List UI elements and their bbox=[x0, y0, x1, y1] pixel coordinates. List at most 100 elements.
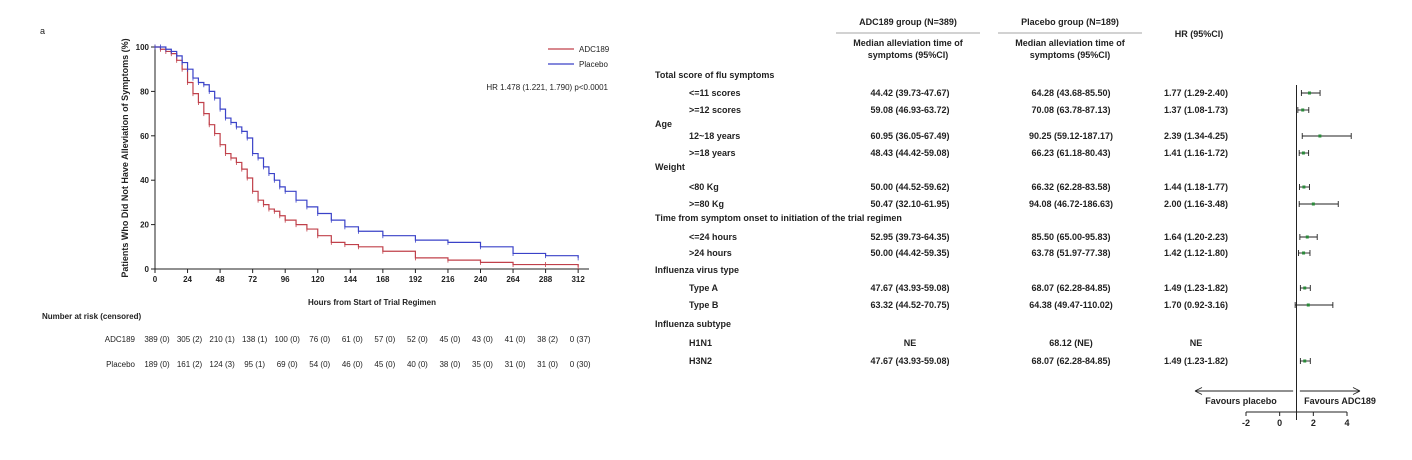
risk-cell: 38 (2) bbox=[537, 335, 558, 344]
hr-point bbox=[1307, 91, 1311, 95]
adc-median-cell: 52.95 (39.73-64.35) bbox=[870, 232, 949, 242]
risk-cell: 38 (0) bbox=[439, 360, 460, 369]
km-x-tick-label: 312 bbox=[571, 275, 585, 284]
km-x-tick-label: 24 bbox=[183, 275, 192, 284]
legend-label-placebo: Placebo bbox=[579, 60, 608, 69]
hr-point bbox=[1306, 303, 1310, 307]
risk-row-label: ADC189 bbox=[105, 335, 136, 344]
subgroup-label: >=18 years bbox=[689, 148, 736, 158]
risk-cell: 61 (0) bbox=[342, 335, 363, 344]
risk-cell: 389 (0) bbox=[144, 335, 170, 344]
header-adc-median: Median alleviation time of symptoms (95%C… bbox=[853, 38, 964, 60]
hr-point bbox=[1301, 108, 1305, 112]
subgroup-label: Type A bbox=[689, 283, 719, 293]
placebo-median-cell: 70.08 (63.78-87.13) bbox=[1031, 105, 1110, 115]
risk-cell: 138 (1) bbox=[242, 335, 268, 344]
forest-plot: ADC189 group (N=389) Median alleviation … bbox=[655, 17, 1376, 428]
hr-cell: 2.00 (1.16-3.48) bbox=[1164, 199, 1228, 209]
km-y-tick-label: 80 bbox=[140, 87, 149, 96]
forest-x-tick-label: 4 bbox=[1344, 418, 1349, 428]
risk-table-title: Number at risk (censored) bbox=[42, 312, 141, 321]
adc-median-cell: 50.00 (44.42-59.35) bbox=[870, 248, 949, 258]
risk-cell: 45 (0) bbox=[374, 360, 395, 369]
hr-point bbox=[1301, 151, 1305, 155]
placebo-median-cell: 68.07 (62.28-84.85) bbox=[1031, 356, 1110, 366]
adc-median-cell: 63.32 (44.52-70.75) bbox=[870, 300, 949, 310]
hr-point bbox=[1318, 134, 1322, 138]
km-x-tick-label: 288 bbox=[539, 275, 553, 284]
risk-cell: 0 (37) bbox=[570, 335, 591, 344]
subgroup-label: H1N1 bbox=[689, 338, 712, 348]
hr-point bbox=[1305, 235, 1309, 239]
km-y-tick-label: 40 bbox=[140, 176, 149, 185]
risk-cell: 43 (0) bbox=[472, 335, 493, 344]
risk-cell: 161 (2) bbox=[177, 360, 203, 369]
risk-cell: 100 (0) bbox=[275, 335, 301, 344]
category-label: Time from symptom onset to initiation of… bbox=[655, 213, 902, 223]
category-label: Age bbox=[655, 119, 672, 129]
km-x-tick-label: 120 bbox=[311, 275, 325, 284]
risk-cell: 210 (1) bbox=[209, 335, 235, 344]
adc-median-cell: 59.08 (46.93-63.72) bbox=[870, 105, 949, 115]
placebo-median-cell: 85.50 (65.00-95.83) bbox=[1031, 232, 1110, 242]
risk-cell: 31 (0) bbox=[537, 360, 558, 369]
placebo-median-cell: 64.38 (49.47-110.02) bbox=[1029, 300, 1113, 310]
km-chart: a Patients Who Did Not Have Alleviation … bbox=[40, 26, 610, 369]
risk-cell: 40 (0) bbox=[407, 360, 428, 369]
placebo-median-cell: 90.25 (59.12-187.17) bbox=[1029, 131, 1113, 141]
subgroup-label: >=80 Kg bbox=[689, 199, 724, 209]
km-x-tick-label: 72 bbox=[248, 275, 257, 284]
hr-cell: NE bbox=[1190, 338, 1203, 348]
placebo-median-cell: 68.12 (NE) bbox=[1049, 338, 1093, 348]
forest-x-tick-label: 0 bbox=[1277, 418, 1282, 428]
km-y-tick-label: 100 bbox=[136, 43, 150, 52]
hr-point bbox=[1302, 185, 1306, 189]
hr-point bbox=[1303, 359, 1307, 363]
subgroup-label: <=11 scores bbox=[689, 88, 741, 98]
hr-cell: 1.70 (0.92-3.16) bbox=[1164, 300, 1228, 310]
risk-cell: 189 (0) bbox=[144, 360, 170, 369]
hr-point bbox=[1302, 251, 1306, 255]
km-x-label: Hours from Start of Trial Regimen bbox=[308, 298, 436, 307]
km-x-tick-label: 0 bbox=[153, 275, 158, 284]
placebo-median-cell: 64.28 (43.68-85.50) bbox=[1031, 88, 1110, 98]
subgroup-label: H3N2 bbox=[689, 356, 712, 366]
subgroup-label: >24 hours bbox=[689, 248, 732, 258]
km-curve-adc189 bbox=[155, 46, 579, 267]
risk-cell: 35 (0) bbox=[472, 360, 493, 369]
risk-cell: 305 (2) bbox=[177, 335, 203, 344]
hr-annotation: HR 1.478 (1.221, 1.790) p<0.0001 bbox=[486, 83, 608, 92]
km-y-label: Patients Who Did Not Have Alleviation of… bbox=[120, 38, 130, 277]
category-label: Influenza virus type bbox=[655, 265, 739, 275]
km-x-tick-label: 264 bbox=[506, 275, 520, 284]
risk-cell: 57 (0) bbox=[374, 335, 395, 344]
favours-placebo-label: Favours placebo bbox=[1205, 396, 1277, 406]
risk-cell: 0 (30) bbox=[570, 360, 591, 369]
adc-median-cell: 50.47 (32.10-61.95) bbox=[870, 199, 949, 209]
risk-cell: 124 (3) bbox=[209, 360, 235, 369]
legend-label-adc189: ADC189 bbox=[579, 45, 610, 54]
favours-adc189-arrowhead bbox=[1352, 387, 1361, 395]
subgroup-label: Type B bbox=[689, 300, 719, 310]
risk-cell: 69 (0) bbox=[277, 360, 298, 369]
hr-cell: 1.42 (1.12-1.80) bbox=[1164, 248, 1228, 258]
hr-cell: 1.44 (1.18-1.77) bbox=[1164, 182, 1228, 192]
category-label: Total score of flu symptoms bbox=[655, 70, 774, 80]
header-placebo-median: Median alleviation time of symptoms (95%C… bbox=[1015, 38, 1126, 60]
hr-cell: 2.39 (1.34-4.25) bbox=[1164, 131, 1228, 141]
header-placebo-group: Placebo group (N=189) bbox=[1021, 17, 1119, 27]
adc-median-cell: NE bbox=[904, 338, 917, 348]
placebo-median-cell: 66.23 (61.18-80.43) bbox=[1031, 148, 1110, 158]
hr-cell: 1.37 (1.08-1.73) bbox=[1164, 105, 1228, 115]
hr-cell: 1.77 (1.29-2.40) bbox=[1164, 88, 1228, 98]
risk-cell: 52 (0) bbox=[407, 335, 428, 344]
km-x-tick-label: 192 bbox=[409, 275, 423, 284]
km-y-tick-label: 20 bbox=[140, 221, 149, 230]
km-y-tick-label: 60 bbox=[140, 132, 149, 141]
adc-median-cell: 60.95 (36.05-67.49) bbox=[870, 131, 949, 141]
hr-cell: 1.64 (1.20-2.23) bbox=[1164, 232, 1228, 242]
km-x-tick-label: 144 bbox=[344, 275, 358, 284]
placebo-median-cell: 63.78 (51.97-77.38) bbox=[1031, 248, 1110, 258]
header-adc-group: ADC189 group (N=389) bbox=[859, 17, 957, 27]
favours-adc189-label: Favours ADC189 bbox=[1304, 396, 1376, 406]
